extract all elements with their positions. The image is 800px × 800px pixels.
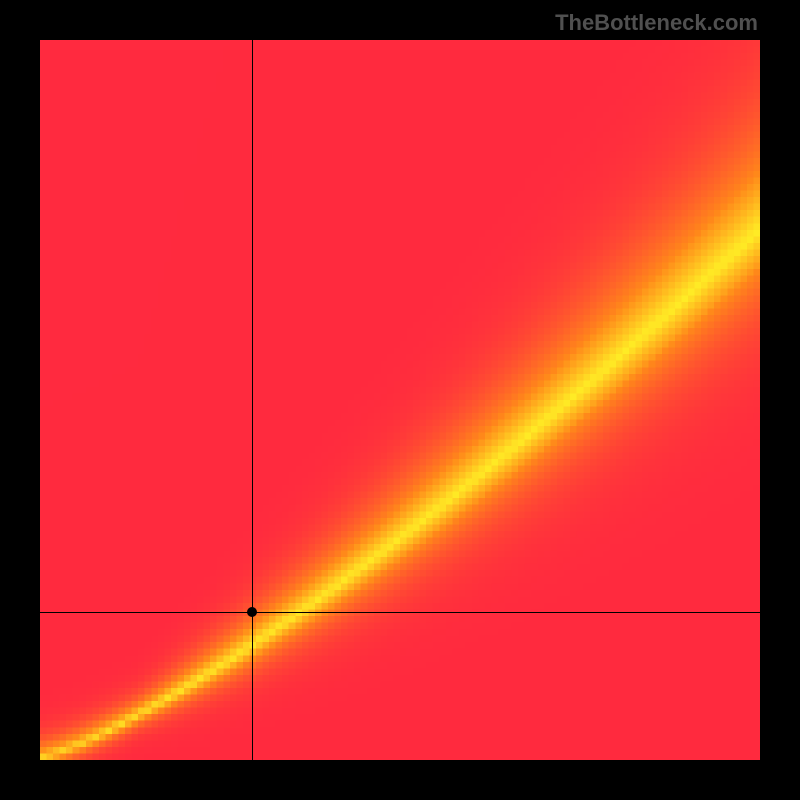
crosshair-horizontal [40, 612, 760, 613]
heatmap-canvas [40, 40, 760, 760]
plot-area [40, 40, 760, 760]
crosshair-vertical [252, 40, 253, 760]
watermark-text: TheBottleneck.com [555, 10, 758, 36]
